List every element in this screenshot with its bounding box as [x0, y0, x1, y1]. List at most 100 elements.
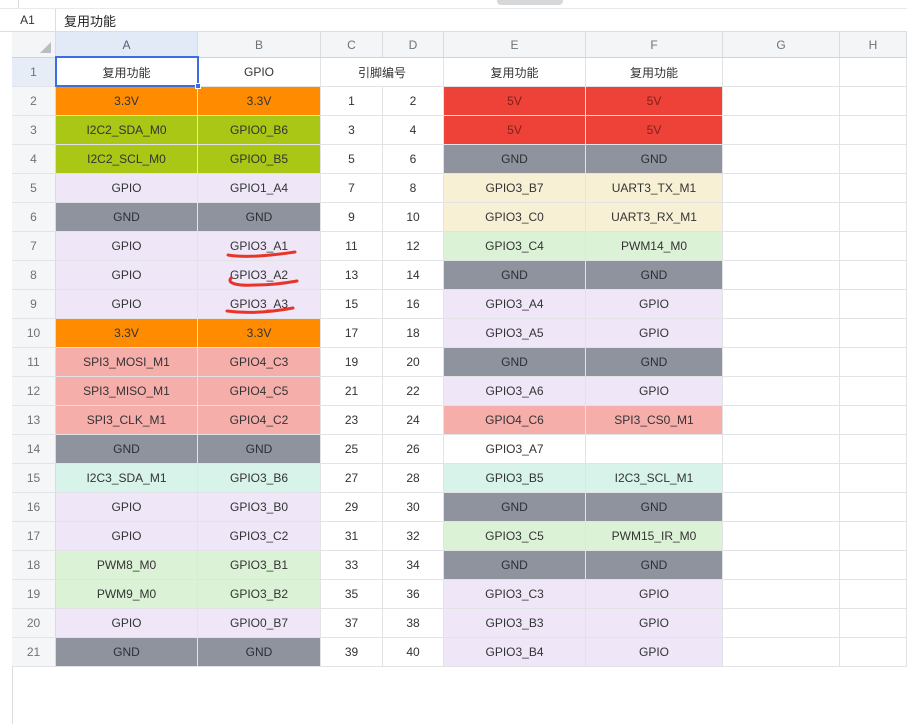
- cell-F14[interactable]: [586, 435, 723, 464]
- cell-A18[interactable]: PWM8_M0: [56, 551, 198, 580]
- cell-H2[interactable]: [840, 87, 907, 116]
- cell-B17[interactable]: GPIO3_C2: [198, 522, 321, 551]
- row-header-1[interactable]: 1: [12, 58, 56, 87]
- cell-E14[interactable]: GPIO3_A7: [444, 435, 586, 464]
- cell-E11[interactable]: GND: [444, 348, 586, 377]
- formula-bar-input[interactable]: 复用功能: [64, 13, 117, 29]
- row-header-9[interactable]: 9: [12, 290, 56, 319]
- cell-H11[interactable]: [840, 348, 907, 377]
- row-header-21[interactable]: 21: [12, 638, 56, 667]
- cell-C16[interactable]: 29: [321, 493, 383, 522]
- row-header-12[interactable]: 12: [12, 377, 56, 406]
- cell-B20[interactable]: GPIO0_B7: [198, 609, 321, 638]
- cell-A16[interactable]: GPIO: [56, 493, 198, 522]
- cell-E2[interactable]: 5V: [444, 87, 586, 116]
- cell-E4[interactable]: GND: [444, 145, 586, 174]
- cell-C20[interactable]: 37: [321, 609, 383, 638]
- cell-B2[interactable]: 3.3V: [198, 87, 321, 116]
- cell-H21[interactable]: [840, 638, 907, 667]
- column-header-C[interactable]: C: [321, 32, 383, 58]
- row-header-16[interactable]: 16: [12, 493, 56, 522]
- cell-C12[interactable]: 21: [321, 377, 383, 406]
- cell-C5[interactable]: 7: [321, 174, 383, 203]
- row-header-20[interactable]: 20: [12, 609, 56, 638]
- cell-F21[interactable]: GPIO: [586, 638, 723, 667]
- cell-F6[interactable]: UART3_RX_M1: [586, 203, 723, 232]
- cell-H14[interactable]: [840, 435, 907, 464]
- row-header-2[interactable]: 2: [12, 87, 56, 116]
- cell-C21[interactable]: 39: [321, 638, 383, 667]
- cell-E16[interactable]: GND: [444, 493, 586, 522]
- cell-G16[interactable]: [723, 493, 840, 522]
- cell-A1[interactable]: 复用功能: [56, 58, 198, 87]
- cell-H1[interactable]: [840, 58, 907, 87]
- cell-F2[interactable]: 5V: [586, 87, 723, 116]
- cell-E18[interactable]: GND: [444, 551, 586, 580]
- toolbar-collapse-handle[interactable]: [497, 0, 563, 5]
- cell-F17[interactable]: PWM15_IR_M0: [586, 522, 723, 551]
- cell-D11[interactable]: 20: [383, 348, 444, 377]
- selection-fill-handle[interactable]: [195, 83, 201, 89]
- cell-C6[interactable]: 9: [321, 203, 383, 232]
- cell-G3[interactable]: [723, 116, 840, 145]
- cell-A21[interactable]: GND: [56, 638, 198, 667]
- column-header-H[interactable]: H: [840, 32, 907, 58]
- row-header-19[interactable]: 19: [12, 580, 56, 609]
- row-header-7[interactable]: 7: [12, 232, 56, 261]
- cell-G11[interactable]: [723, 348, 840, 377]
- cell-E15[interactable]: GPIO3_B5: [444, 464, 586, 493]
- cell-A7[interactable]: GPIO: [56, 232, 198, 261]
- cell-E1[interactable]: 复用功能: [444, 58, 586, 87]
- cell-B19[interactable]: GPIO3_B2: [198, 580, 321, 609]
- row-header-18[interactable]: 18: [12, 551, 56, 580]
- cell-B1[interactable]: GPIO: [198, 58, 321, 87]
- cell-C14[interactable]: 25: [321, 435, 383, 464]
- cell-D21[interactable]: 40: [383, 638, 444, 667]
- cell-A19[interactable]: PWM9_M0: [56, 580, 198, 609]
- cell-G13[interactable]: [723, 406, 840, 435]
- cell-E12[interactable]: GPIO3_A6: [444, 377, 586, 406]
- cell-B12[interactable]: GPIO4_C5: [198, 377, 321, 406]
- row-header-5[interactable]: 5: [12, 174, 56, 203]
- cell-F10[interactable]: GPIO: [586, 319, 723, 348]
- cell-E7[interactable]: GPIO3_C4: [444, 232, 586, 261]
- cell-E8[interactable]: GND: [444, 261, 586, 290]
- cell-D2[interactable]: 2: [383, 87, 444, 116]
- cell-E3[interactable]: 5V: [444, 116, 586, 145]
- cell-H4[interactable]: [840, 145, 907, 174]
- cell-D10[interactable]: 18: [383, 319, 444, 348]
- cell-G4[interactable]: [723, 145, 840, 174]
- cell-D14[interactable]: 26: [383, 435, 444, 464]
- row-header-17[interactable]: 17: [12, 522, 56, 551]
- cell-C15[interactable]: 27: [321, 464, 383, 493]
- cell-B7[interactable]: GPIO3_A1: [198, 232, 321, 261]
- cell-H12[interactable]: [840, 377, 907, 406]
- cell-D15[interactable]: 28: [383, 464, 444, 493]
- cell-G8[interactable]: [723, 261, 840, 290]
- cell-B11[interactable]: GPIO4_C3: [198, 348, 321, 377]
- cell-A3[interactable]: I2C2_SDA_M0: [56, 116, 198, 145]
- cell-E21[interactable]: GPIO3_B4: [444, 638, 586, 667]
- cell-A20[interactable]: GPIO: [56, 609, 198, 638]
- cell-D20[interactable]: 38: [383, 609, 444, 638]
- cell-F20[interactable]: GPIO: [586, 609, 723, 638]
- cell-E20[interactable]: GPIO3_B3: [444, 609, 586, 638]
- cell-H5[interactable]: [840, 174, 907, 203]
- cell-G12[interactable]: [723, 377, 840, 406]
- cell-D17[interactable]: 32: [383, 522, 444, 551]
- cell-G6[interactable]: [723, 203, 840, 232]
- cell-A15[interactable]: I2C3_SDA_M1: [56, 464, 198, 493]
- cell-D16[interactable]: 30: [383, 493, 444, 522]
- cell-A4[interactable]: I2C2_SCL_M0: [56, 145, 198, 174]
- cell-H19[interactable]: [840, 580, 907, 609]
- cell-B9[interactable]: GPIO3_A3: [198, 290, 321, 319]
- cell-H6[interactable]: [840, 203, 907, 232]
- cell-G19[interactable]: [723, 580, 840, 609]
- cell-F5[interactable]: UART3_TX_M1: [586, 174, 723, 203]
- cell-G14[interactable]: [723, 435, 840, 464]
- cell-B21[interactable]: GND: [198, 638, 321, 667]
- cell-D18[interactable]: 34: [383, 551, 444, 580]
- cell-E6[interactable]: GPIO3_C0: [444, 203, 586, 232]
- cell-G1[interactable]: [723, 58, 840, 87]
- cell-C19[interactable]: 35: [321, 580, 383, 609]
